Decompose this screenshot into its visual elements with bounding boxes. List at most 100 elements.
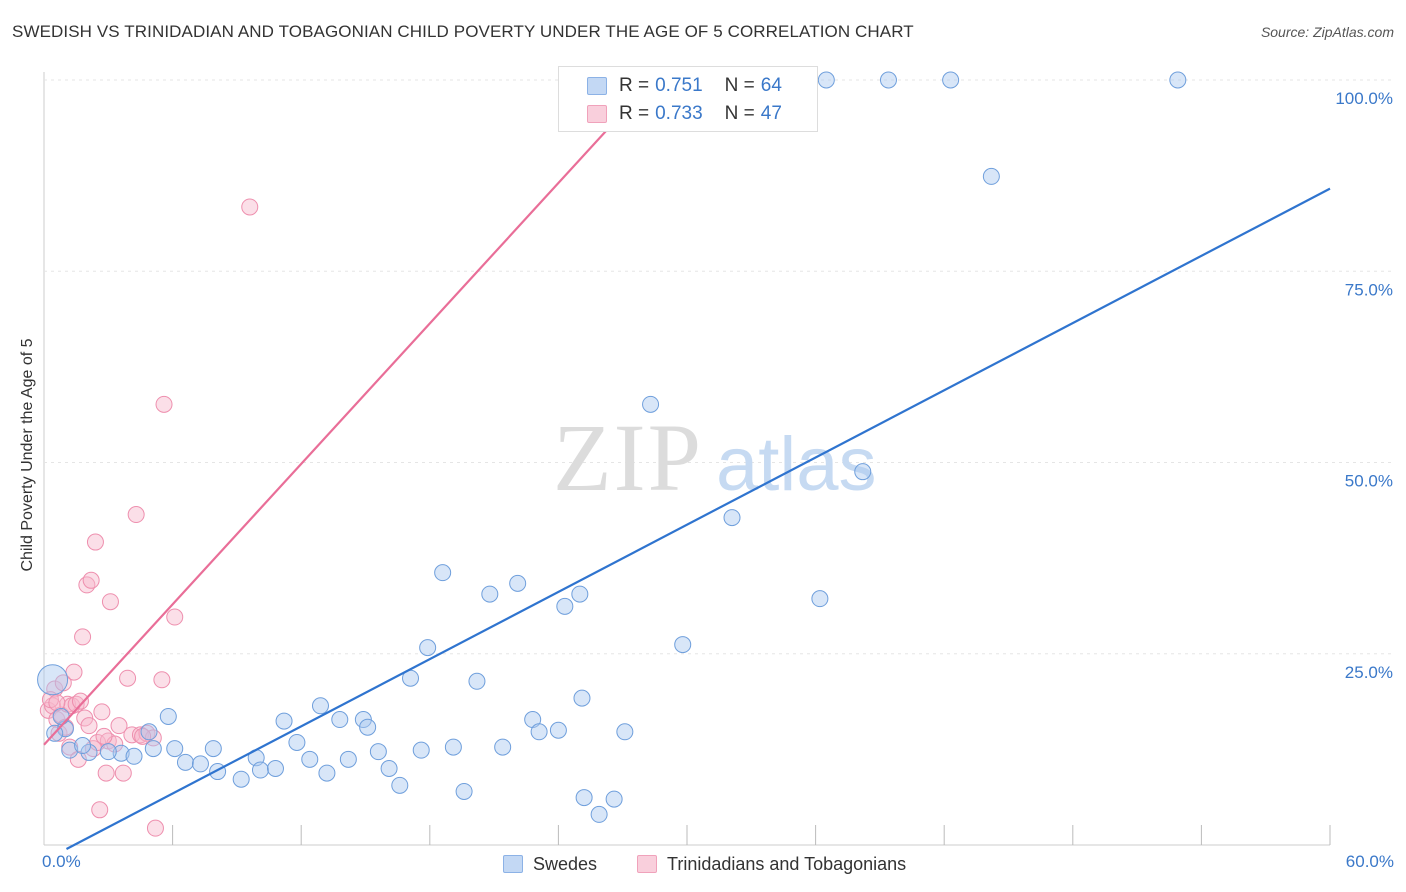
y-axis-label: Child Poverty Under the Age of 5 (19, 338, 36, 572)
legend-r-value: 0.733 (655, 103, 703, 124)
series-legend-swedes: Swedes (503, 852, 597, 876)
data-point (159, 707, 177, 725)
series-legend-trinidadian: Trinidadians and Tobagonians (637, 852, 906, 876)
legend-r-label: R = (619, 75, 650, 96)
data-point (37, 664, 69, 696)
data-point (854, 463, 872, 481)
data-point (241, 198, 259, 216)
data-point (112, 744, 130, 762)
data-point (155, 395, 173, 413)
data-point (65, 663, 83, 681)
legend-r-value: 0.751 (655, 75, 703, 96)
data-point (339, 750, 357, 768)
data-point (573, 689, 591, 707)
data-point (114, 764, 132, 782)
data-point (879, 71, 897, 89)
data-point (48, 694, 66, 712)
trend-lines (43, 79, 1331, 850)
data-point (232, 770, 250, 788)
watermark: ZIP atlas (553, 404, 877, 511)
data-point (69, 750, 87, 768)
data-point (354, 711, 372, 729)
swedes-points (37, 71, 1187, 823)
data-point (556, 597, 574, 615)
data-point (331, 711, 349, 729)
swedes-trend-line (65, 187, 1331, 850)
data-point (99, 743, 117, 761)
data-point (982, 167, 1000, 185)
trinidadian-trend-line (43, 79, 654, 746)
data-point (444, 738, 462, 756)
data-point (468, 672, 486, 690)
data-point (166, 740, 184, 758)
series-swatch-trinidadian (637, 855, 657, 873)
legend-swatch-swedes (587, 77, 607, 95)
data-point (509, 574, 527, 592)
data-point (80, 717, 98, 735)
series-label-trinidadian: Trinidadians and Tobagonians (667, 853, 907, 874)
data-point (391, 776, 409, 794)
y-tick-labels: 100.0% 75.0% 50.0% 25.0% (1335, 89, 1393, 682)
data-point (380, 760, 398, 777)
y-tick-label: 75.0% (1345, 280, 1393, 299)
data-point (817, 71, 835, 89)
x-axis-max-label: 60.0% (1345, 852, 1394, 871)
y-tick-label: 25.0% (1345, 663, 1393, 682)
series-swatch-swedes (503, 855, 523, 873)
data-point (71, 692, 89, 710)
x-axis-min-label: 0.0% (42, 852, 81, 871)
legend-n-value: 64 (760, 75, 782, 96)
data-point (674, 636, 692, 654)
data-point (288, 733, 306, 751)
data-point (119, 669, 137, 687)
y-tick-label: 50.0% (1345, 472, 1393, 491)
series-label-swedes: Swedes (533, 853, 598, 874)
x-axis-ticks (172, 825, 1331, 845)
legend-r-label: R = (619, 103, 650, 124)
data-point (76, 709, 94, 727)
chart-title: SWEDISH VS TRINIDADIAN AND TOBAGONIAN CH… (12, 22, 914, 41)
data-point (571, 585, 589, 603)
legend-n-label: N = (724, 75, 755, 96)
data-point (91, 801, 109, 819)
data-point (616, 723, 634, 741)
watermark-atlas: atlas (716, 422, 877, 507)
data-point (642, 395, 660, 413)
data-point (275, 712, 293, 730)
data-point (123, 726, 141, 744)
data-point (74, 737, 92, 755)
data-point (455, 782, 473, 800)
data-point (481, 585, 499, 603)
data-point (80, 743, 98, 761)
data-point (125, 747, 143, 765)
data-point (74, 628, 92, 646)
data-point (93, 703, 111, 721)
legend-row-swedes: R = 0.751 N = 64 (587, 73, 782, 99)
data-point (204, 740, 222, 758)
data-point (811, 590, 829, 608)
data-point (434, 564, 452, 582)
data-point (318, 764, 336, 782)
watermark-zip: ZIP (553, 404, 703, 511)
data-point (166, 608, 184, 626)
data-point (723, 509, 741, 527)
data-point (311, 697, 329, 715)
data-point (494, 738, 512, 756)
data-point (419, 639, 437, 657)
legend-swatch-trinidadian (587, 105, 607, 123)
data-point (110, 717, 128, 735)
data-point (140, 723, 158, 741)
data-point (369, 743, 387, 761)
data-point (605, 790, 623, 808)
data-point (301, 750, 319, 768)
data-point (251, 761, 269, 779)
data-point (942, 71, 960, 89)
data-point (549, 721, 567, 739)
correlation-legend: R = 0.751 N = 64 R = 0.733 N = 47 (558, 66, 818, 132)
data-point (52, 707, 70, 725)
data-point (359, 718, 377, 736)
data-point (412, 741, 430, 759)
data-point (530, 723, 548, 741)
data-point (266, 760, 284, 777)
